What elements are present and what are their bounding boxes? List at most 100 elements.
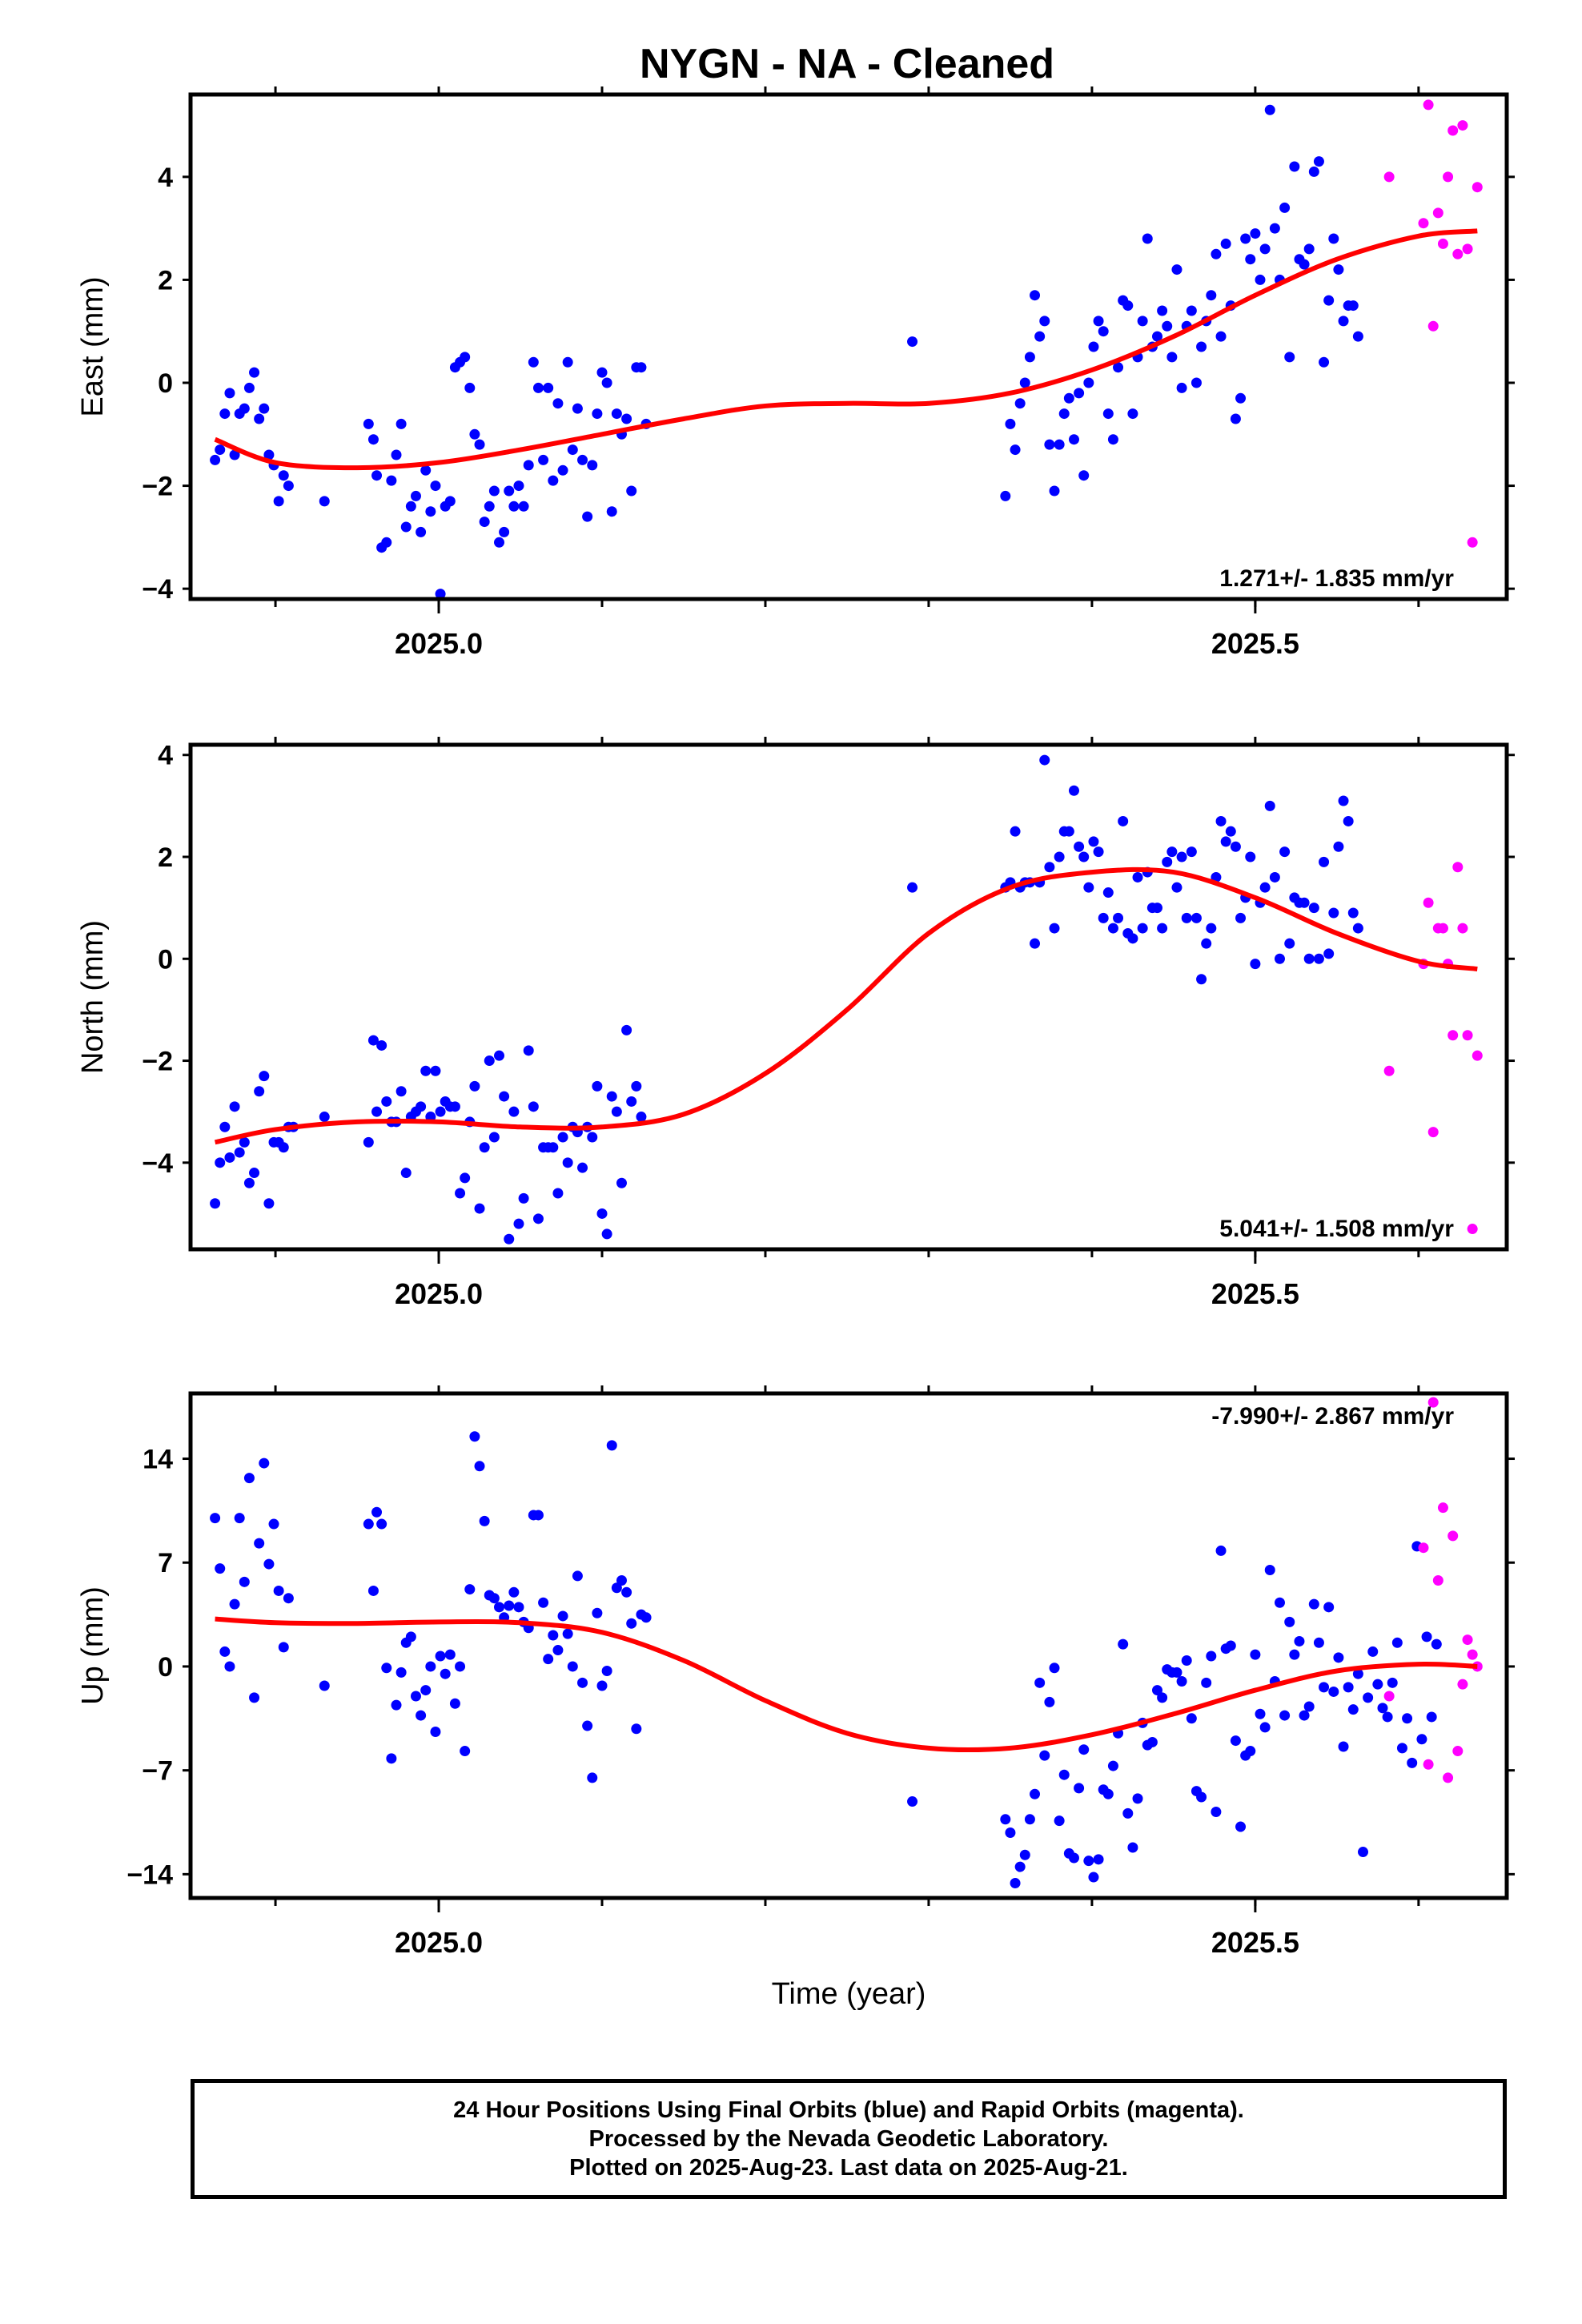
up-final-point (1122, 1807, 1134, 1819)
north-final-point (1299, 897, 1310, 908)
up-rapid-point (1383, 1691, 1395, 1702)
east-final-point (1352, 331, 1363, 342)
east-final-point (572, 403, 583, 414)
up-final-point (1000, 1814, 1011, 1825)
east-final-point (601, 377, 612, 388)
up-final-point (548, 1630, 559, 1641)
north-final-point (523, 1045, 534, 1056)
up-final-point (538, 1597, 549, 1608)
east-final-point (410, 490, 421, 501)
up-rapid-point (1437, 1502, 1448, 1514)
north-final-point (215, 1157, 226, 1168)
north-final-point (1347, 907, 1359, 919)
up-final-point (259, 1458, 270, 1469)
north-final-point (1230, 841, 1241, 852)
north-final-point (601, 1228, 612, 1240)
up-final-point (1255, 1708, 1266, 1719)
east-final-point (577, 454, 588, 465)
east-final-point (219, 408, 231, 420)
east-final-point (611, 408, 622, 420)
up-final-point (371, 1506, 383, 1518)
east-final-point (239, 403, 250, 414)
east-final-point (474, 439, 485, 450)
north-final-point (587, 1132, 598, 1143)
up-ytick-label: 0 (158, 1652, 173, 1683)
east-ytick-label: 2 (158, 265, 173, 296)
east-final-point (224, 388, 235, 399)
east-final-point (552, 398, 564, 409)
up-final-point (1235, 1821, 1247, 1832)
east-final-point (469, 428, 480, 440)
east-final-point (425, 506, 436, 517)
up-rapid-point (1462, 1634, 1473, 1646)
up-rapid-point (1457, 1679, 1468, 1690)
north-final-point (508, 1106, 520, 1117)
north-final-point (488, 1132, 500, 1143)
east-final-point (1152, 331, 1163, 342)
up-final-point (420, 1685, 432, 1696)
east-ytick-label: 0 (158, 368, 173, 399)
north-final-point (455, 1188, 466, 1199)
east-rapid-point (1383, 171, 1395, 183)
east-rapid-point (1418, 218, 1429, 229)
up-final-point (1313, 1637, 1324, 1648)
up-final-point (278, 1642, 289, 1653)
east-final-point (508, 501, 520, 512)
up-xtick-label: 2025.5 (1211, 1926, 1299, 1959)
up-ytick-label: 14 (143, 1445, 173, 1475)
east-final-point (435, 589, 446, 599)
east-final-point (1019, 377, 1030, 388)
east-final-point (1171, 264, 1182, 275)
east-final-point (386, 475, 397, 486)
north-final-point (278, 1142, 289, 1153)
east-ytick-label: −4 (142, 574, 173, 605)
east-final-point (430, 480, 441, 492)
east-final-point (1279, 202, 1291, 213)
north-rapid-point (1383, 1065, 1395, 1076)
north-final-point (1083, 882, 1094, 893)
up-final-point (469, 1431, 480, 1442)
north-final-point (592, 1080, 603, 1092)
east-final-point (1157, 305, 1168, 316)
north-final-point (1303, 953, 1315, 964)
up-final-point (474, 1461, 485, 1472)
east-final-point (405, 501, 416, 512)
up-final-point (239, 1576, 250, 1587)
east-final-point (626, 485, 637, 497)
up-points (210, 1397, 1483, 1888)
east-final-point (488, 485, 500, 497)
east-final-point (518, 501, 529, 512)
east-final-point (210, 454, 221, 465)
north-ytick-label: 4 (158, 741, 173, 771)
east-final-point (1137, 316, 1148, 327)
east-rapid-point (1472, 182, 1483, 193)
east-final-point (1211, 248, 1222, 259)
up-final-point (596, 1680, 608, 1691)
up-final-point (460, 1746, 471, 1757)
up-final-point (1358, 1847, 1369, 1858)
up-final-point (425, 1661, 436, 1672)
up-final-point (273, 1585, 284, 1596)
east-final-point (1058, 408, 1070, 420)
up-final-point (1264, 1565, 1275, 1575)
east-final-point (528, 356, 539, 368)
up-xtick-label: 2025.0 (395, 1926, 483, 1959)
east-final-point (1127, 408, 1138, 420)
north-final-point (1078, 851, 1090, 862)
east-rapid-point (1427, 320, 1439, 332)
north-final-point (263, 1198, 275, 1209)
east-final-point (1230, 413, 1241, 424)
east-rapid-point (1452, 248, 1464, 259)
east-final-point (494, 537, 505, 548)
east-final-point (283, 480, 294, 492)
east-final-point (396, 418, 407, 429)
up-final-point (1230, 1735, 1241, 1747)
up-rapid-point (1418, 1542, 1429, 1554)
north-final-point (1245, 851, 1256, 862)
north-final-point (1235, 912, 1247, 923)
east-final-point (592, 408, 603, 420)
north-final-point (396, 1086, 407, 1097)
up-final-point (455, 1661, 466, 1672)
east-ylabel: East (mm) (76, 276, 110, 416)
up-final-point (1323, 1602, 1335, 1613)
